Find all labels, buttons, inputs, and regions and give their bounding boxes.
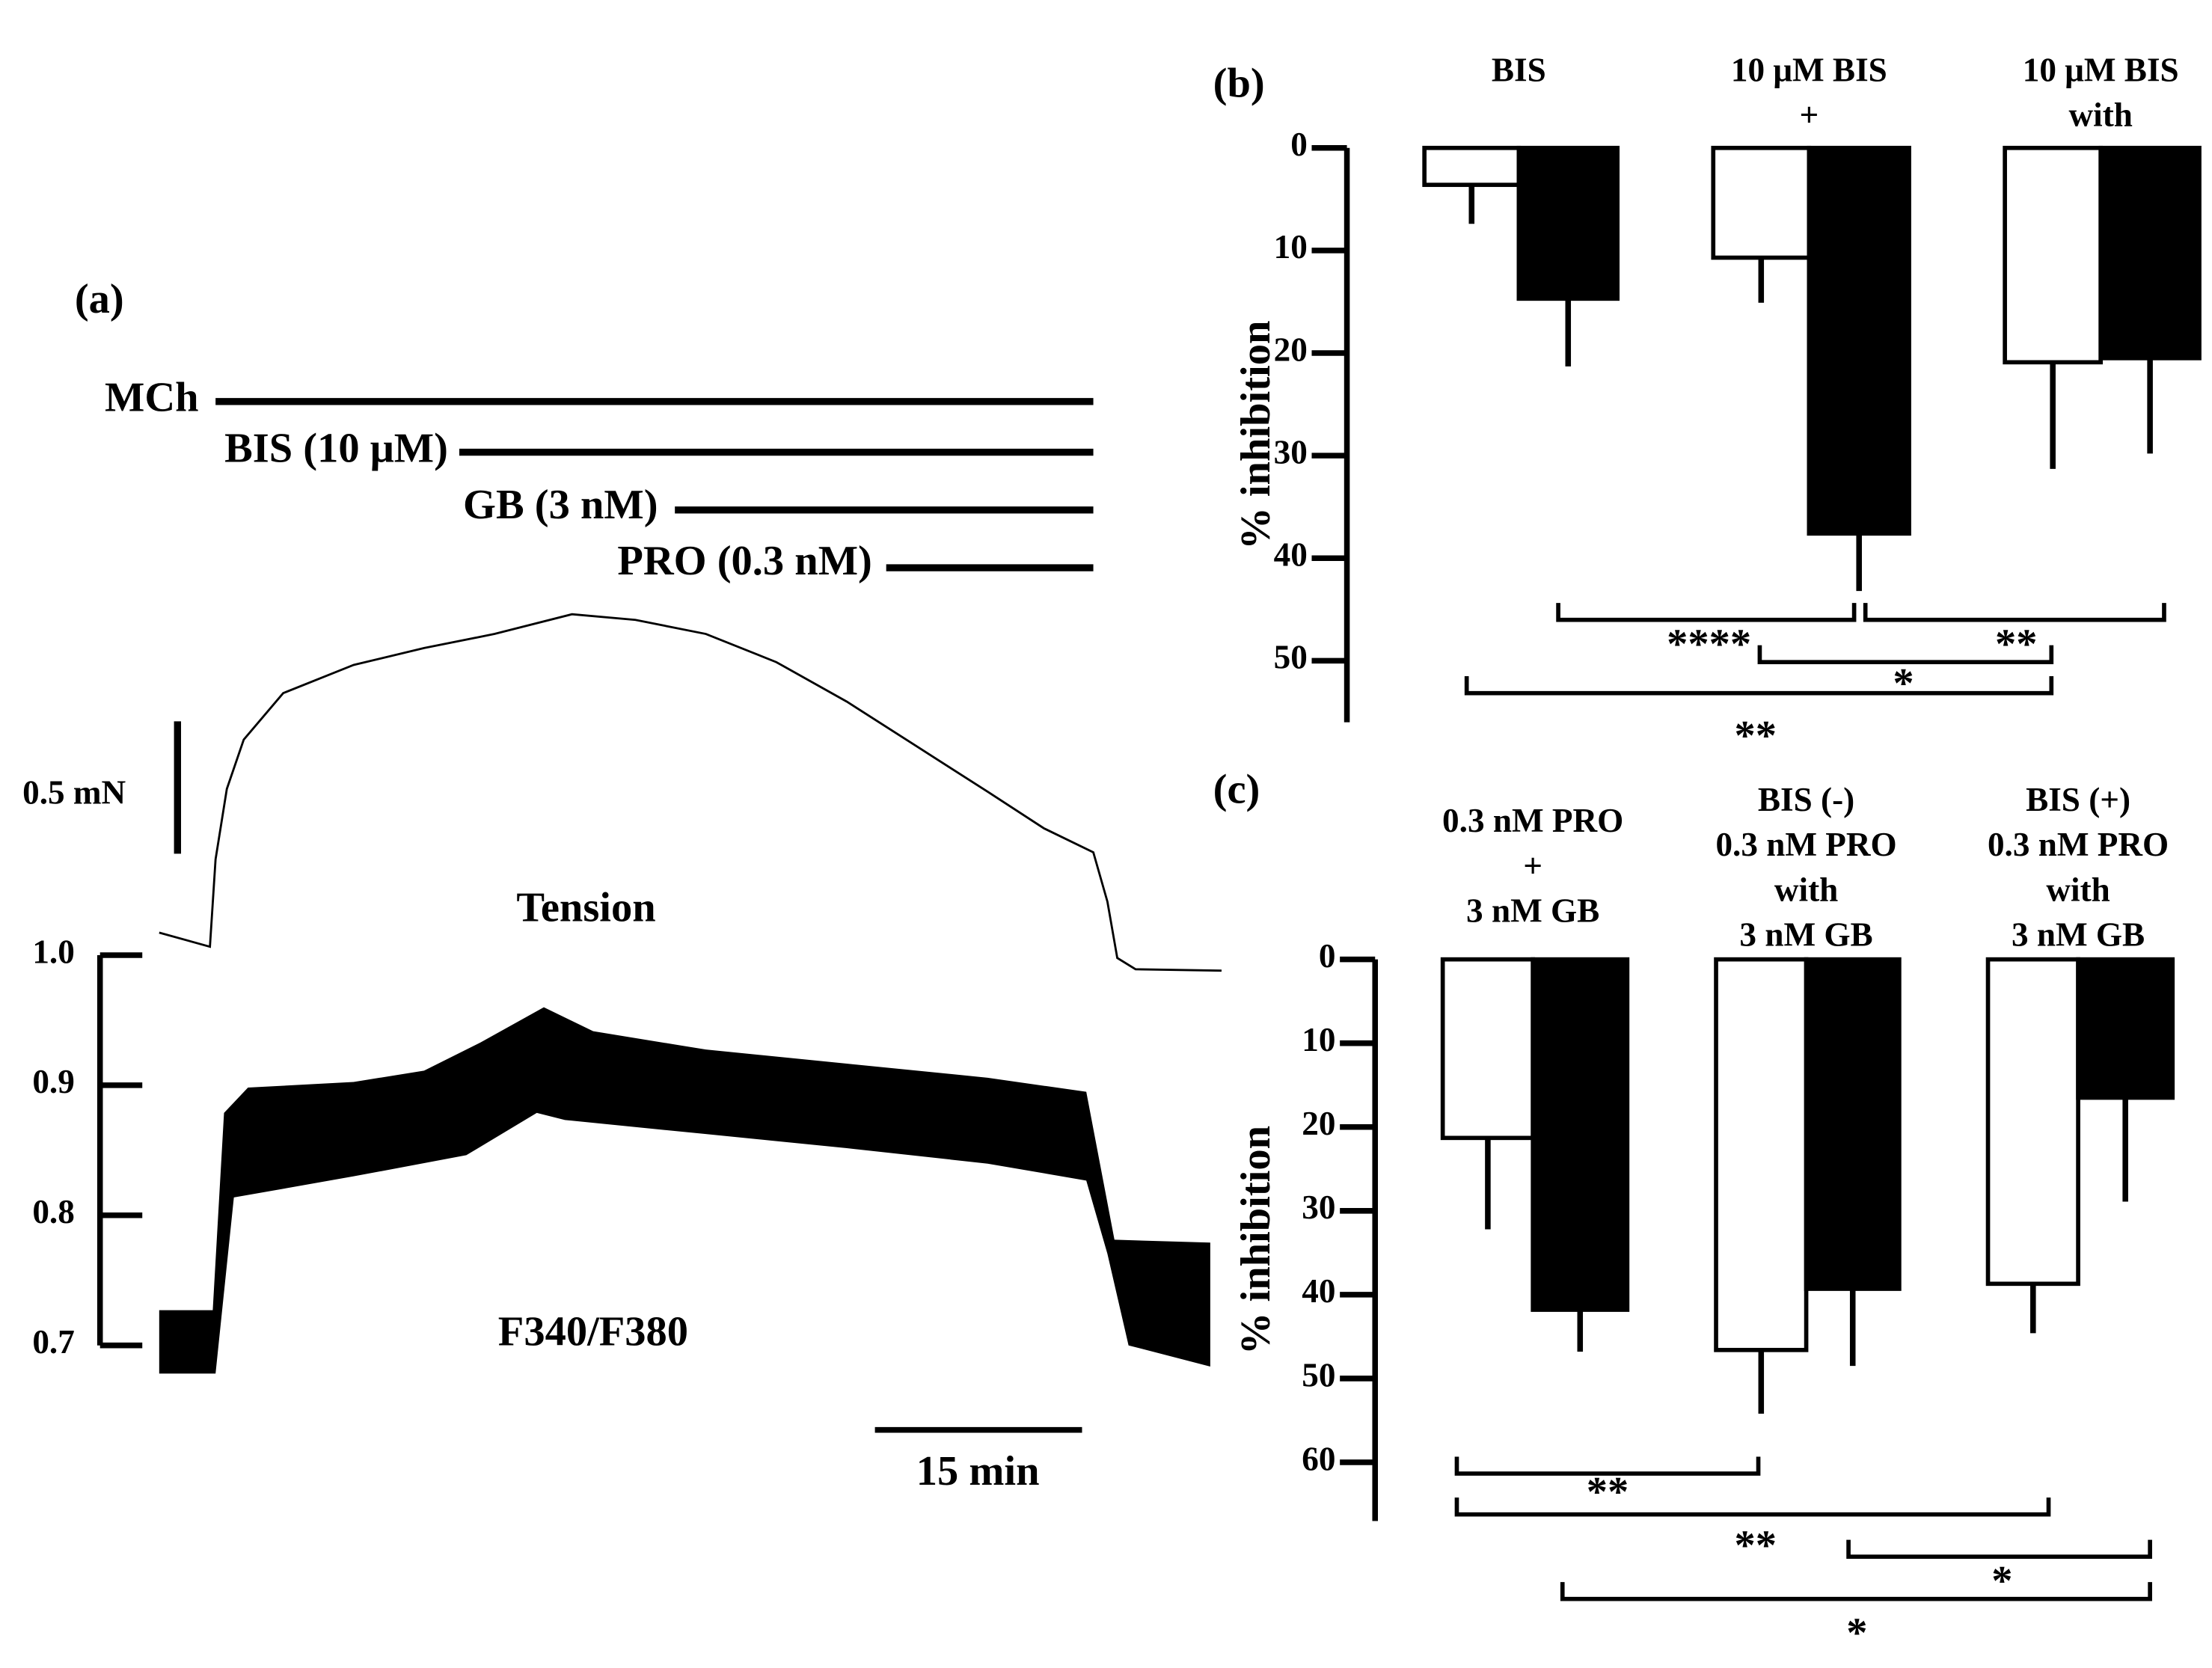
scale-label: 15 min [916,1448,1040,1494]
category-label: 3 nM GB [1466,892,1599,930]
y-tick-label: 0.8 [32,1193,74,1230]
bar [1711,145,1812,260]
bar [1422,145,1522,187]
y-axis-label: % inhibition [1233,321,1279,550]
significance-label: * [1991,1558,2012,1604]
y-tick-label: 30 [1274,433,1308,470]
significance-label: * [1893,660,1914,707]
significance-bracket [1846,1539,2152,1560]
bar [1804,957,1902,1291]
category-label: with [2069,96,2133,134]
category-label: 0.3 nM PRO [1988,826,2169,863]
category-label: + [1523,847,1542,884]
y-tick-label: 50 [1274,639,1308,676]
scale-label: 0.5 mN [22,774,126,812]
bar [1807,145,1911,536]
significance-label: ** [1995,621,2038,667]
category-label: + [1799,96,1819,134]
category-label: 3 nM GB [2012,916,2145,954]
category-label: 10 μM BIS [1731,51,1887,88]
significance-label: ** [1735,713,1777,759]
y-tick-label: 0 [1319,937,1336,975]
drug-label: BIS (10 μM) [224,426,448,472]
y-axis-label: % inhibition [1233,1126,1279,1355]
significance-bracket [1454,1456,1761,1476]
category-label: BIS (-) [1758,781,1854,818]
significance-label: ** [1587,1469,1629,1515]
bar [1714,957,1809,1352]
drug-label: GB (3 nM) [463,482,658,528]
bar [1440,957,1536,1141]
significance-bracket [1757,645,2054,665]
panel-label: (c) [1213,766,1260,812]
bar [2098,145,2202,361]
y-tick-label: 0 [1290,126,1308,163]
trace-label: Tension [516,885,655,931]
category-label: with [1774,871,1838,908]
bar [1985,957,2080,1287]
y-tick-label: 10 [1302,1021,1335,1058]
y-tick-label: 0.9 [32,1063,74,1100]
y-tick-label: 40 [1274,536,1308,574]
y-tick-label: 50 [1302,1356,1335,1393]
bar [2076,957,2175,1100]
category-label: BIS [1492,51,1546,88]
significance-label: **** [1667,621,1751,667]
trace-label: F340/F380 [498,1308,688,1355]
y-tick-label: 20 [1302,1105,1335,1142]
significance-bracket [1863,603,2166,622]
tension-trace [159,613,1222,972]
significance-bracket [1556,603,1857,622]
significance-label: * [1846,1610,1867,1657]
y-tick-label: 1.0 [32,933,74,970]
category-label: 3 nM GB [1739,916,1872,954]
significance-bracket [1560,1582,2152,1601]
category-label: 10 μM BIS [2023,51,2179,88]
bar [2003,145,2104,365]
y-tick-label: 0.7 [32,1323,74,1361]
bar [1531,957,1630,1312]
y-tick-label: 30 [1302,1189,1335,1226]
drug-label: PRO (0.3 nM) [617,538,872,584]
significance-bracket [1464,676,2054,696]
category-label: BIS (+) [2026,781,2130,818]
panel-label: (a) [75,276,124,322]
category-label: 0.3 nM PRO [1715,826,1896,863]
drug-label: MCh [105,375,199,421]
y-tick-label: 40 [1302,1272,1335,1310]
panel-label: (b) [1213,61,1265,107]
y-tick-label: 20 [1274,331,1308,368]
y-tick-label: 60 [1302,1440,1335,1477]
significance-bracket [1454,1497,2051,1517]
significance-label: ** [1735,1523,1777,1569]
y-tick-label: 10 [1274,228,1308,266]
bar [1516,145,1620,301]
category-label: with [2046,871,2110,908]
category-label: 0.3 nM PRO [1442,802,1623,839]
ratio-trace [159,1007,1210,1374]
